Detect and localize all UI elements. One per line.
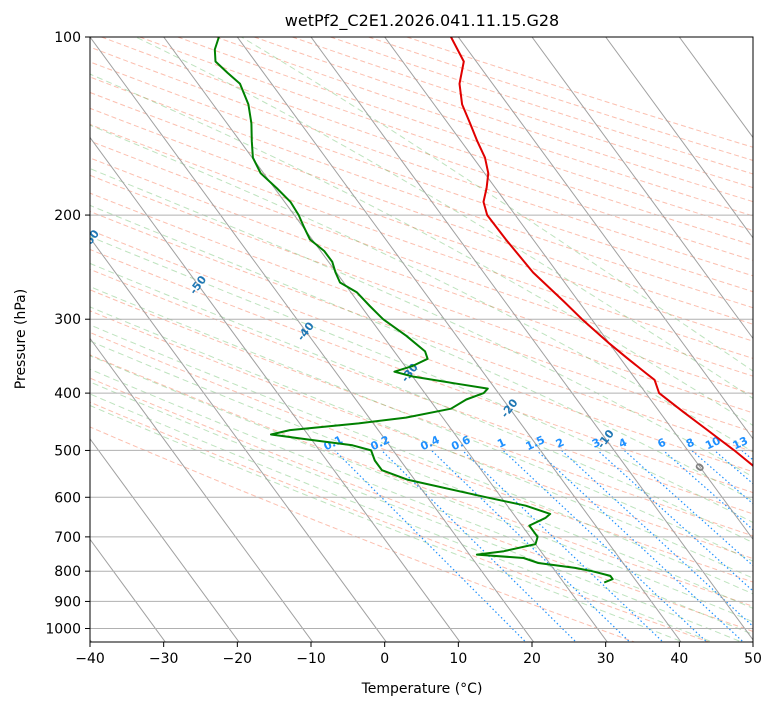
x-tick-label: −10 [296,651,326,667]
mixing-ratio-line [536,449,743,642]
mixing-ratio-label: 4 [617,436,630,451]
dry-adiabat [90,140,753,377]
isotherm-label: 0 [693,460,708,474]
isotherm-line [678,37,753,139]
y-tick-label: 700 [54,530,81,546]
isotherm-line [90,337,314,642]
temperature-trace [450,37,753,468]
x-tick-label: 40 [670,651,688,667]
x-axis-label: Temperature (°C) [361,681,483,697]
moist-adiabat [241,37,753,372]
isotherm-line [384,37,753,541]
dry-adiabat [90,192,753,433]
isotherm-line [90,237,387,642]
isotherm-line [531,37,753,340]
isotherm-line [605,37,753,239]
isotherm-line [90,37,535,642]
moist-adiabat [90,355,753,623]
y-tick-label: 500 [54,443,81,459]
isotherm-label: -20 [498,396,521,420]
y-tick-label: 200 [54,208,81,224]
dry-adiabat [90,210,753,453]
dewpoint-trace [213,37,614,584]
y-axis-ticks: 100 200 300 400 500 600 700 800 900 1000 [45,30,90,638]
sounding-traces [213,37,753,584]
y-tick-label: 900 [54,594,81,610]
mixing-ratio-line [764,450,775,641]
moist-adiabat [90,393,710,642]
x-tick-label: −30 [149,651,179,667]
mixing-ratio-line [597,449,753,592]
moist-adiabat [90,73,753,426]
mixing-ratio-line [381,449,576,642]
mixing-ratio-line [561,449,753,628]
dry-adiabat [90,76,753,309]
x-tick-label: 30 [597,651,615,667]
moist-adiabat [90,368,753,636]
dry-adiabat [90,310,753,560]
moist-adiabat [90,236,753,524]
isotherm-line [752,37,753,38]
x-tick-label: 10 [449,651,467,667]
mixing-ratio-line [334,449,526,642]
y-tick-label: 300 [54,312,81,328]
isotherm-line [90,437,240,642]
dry-adiabat [90,61,753,293]
mixing-ratio-line [662,449,753,531]
y-axis-label: Pressure (hPa) [13,289,29,389]
isotherm-label: -40 [295,319,318,343]
dry-adiabat [90,289,753,537]
moist-adiabat [90,404,681,642]
mixing-ratio-label: 10 [703,434,723,452]
moist-adiabat [90,381,740,642]
dry-adiabat [90,157,753,395]
mixing-ratio-label: 2 [554,436,566,451]
plot-frame [89,36,754,643]
x-tick-label: 0 [380,651,389,667]
mixing-ratio-line [502,449,707,642]
isotherm-label: -60 [80,227,103,251]
chart-title: wetPf2_C2E1.2026.041.11.15.G28 [285,11,559,31]
moist-adiabat [135,37,753,399]
y-tick-label: 1000 [45,622,81,638]
isotherm-line [90,136,461,642]
y-tick-label: 600 [54,490,81,506]
isotherm-line [310,37,753,641]
moist-adiabat [90,306,753,579]
dry-adiabat [90,331,753,583]
isotherm-line [90,538,166,642]
isotherm-line [457,37,753,440]
mixing-ratio-line [714,449,753,485]
dry-adiabat [368,37,753,161]
background-lines [90,37,775,642]
dry-adiabat [90,107,753,342]
y-tick-label: 100 [54,30,81,46]
dry-adiabat [90,248,753,494]
dry-adiabat [139,37,753,246]
dry-adiabat [90,426,636,642]
isotherm-line [163,37,608,642]
mixing-ratio-line [461,449,663,642]
y-tick-label: 800 [54,564,81,580]
x-axis-ticks: −40 −30 −20 −10 0 10 20 30 40 50 [75,642,762,667]
x-tick-label: −20 [223,651,253,667]
mixing-ratio-label: 13 [731,434,750,452]
y-tick-label: 400 [54,386,81,402]
x-tick-label: −40 [75,651,105,667]
moist-adiabat [90,204,753,502]
moist-adiabat [90,124,753,453]
moist-adiabat [90,168,753,478]
moist-adiabat [90,340,753,609]
mixing-ratio-label: 16 [753,434,773,452]
line-labels: 0.10.20.40.611.52346810131620253036-100-… [80,227,773,474]
mixing-ratio-label: 1 [495,436,507,451]
x-tick-label: 50 [744,651,762,667]
isotherm-line [236,37,682,642]
x-tick-label: 20 [523,651,541,667]
